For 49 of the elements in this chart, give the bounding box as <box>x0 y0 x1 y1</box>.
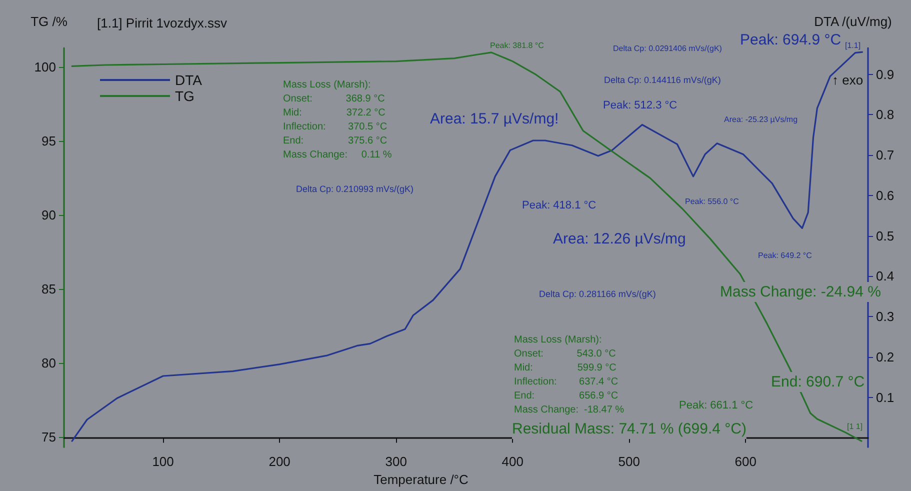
y-tick-label: 75 <box>42 429 56 444</box>
annotation: Peak: 556.0 °C <box>685 197 740 206</box>
y2-tick-label: 0.1 <box>876 390 894 405</box>
x-tick-label: 300 <box>385 454 407 470</box>
y-tick-label: 100 <box>34 60 56 75</box>
y-tick-label: 80 <box>42 355 56 370</box>
y2-tick-label: 0.6 <box>876 188 894 203</box>
y2-tick-label: 0.8 <box>876 107 894 122</box>
annotation: Peak: 694.9 °C <box>740 32 842 48</box>
y2-tick-label: 0.5 <box>876 228 894 244</box>
text: [1.1] Pirrit 1vozdyx.ssv <box>97 16 228 30</box>
y2-tick-label: 0.2 <box>876 350 894 365</box>
x-axis-title: Temperature /°C <box>374 472 468 487</box>
y2-tick-label: 0.4 <box>876 268 894 284</box>
annotation: Peak: 418.1 °C <box>522 200 596 212</box>
y-tick-label: 85 <box>42 281 56 296</box>
x-tick-label: 600 <box>734 454 757 470</box>
annotation: [1 1] <box>847 422 863 431</box>
x-tick-label: 200 <box>268 454 290 470</box>
x-tick-label: 100 <box>152 454 174 470</box>
y2-tick-label: 0.7 <box>876 148 894 163</box>
annotation: Residual Mass: 74.71 % (699.4 °C) <box>512 420 746 438</box>
annotation: Mass Loss (Marsh): Onset: 543.0 °C Mid: 599.9 °C Inflection: 637.4 °C End: 656.9 °C Mass Change: -18.47 % <box>514 334 624 416</box>
y2-tick-label: 0.3 <box>876 309 894 324</box>
annotation: Mass Change: -24.94 % <box>720 284 881 300</box>
y2-axis-title: DTA /(uV/mg) <box>814 14 892 29</box>
annotation: Mass Loss (Marsh): Onset: 368.9 °C Mid: 372.2 °C Inflection: 370.5 °C End: 375.6 °C Mass Change: 0.11 % <box>283 80 392 160</box>
annotation: Delta Cp: 0.0291406 mVs/(gK) <box>613 44 722 53</box>
x-tick-label: 500 <box>618 454 640 470</box>
annotation: Peak: 661.1 °C <box>679 400 754 412</box>
y-tick-label: 90 <box>42 208 56 223</box>
annotation: [1.1] <box>845 41 861 50</box>
y-tick-label: 95 <box>42 134 56 149</box>
annotation: Peak: 649.2 °C <box>758 251 812 260</box>
annotation: Delta Cp: 0.281166 mVs/(gK) <box>539 289 656 299</box>
annotation: ↑ exo <box>832 72 864 88</box>
annotation: End: 690.7 °C <box>771 374 865 390</box>
annotation: Area: -25.23 µVs/mg <box>724 115 798 124</box>
annotation: Delta Cp: 0.144116 mVs/(gK) <box>604 75 721 85</box>
legend-label: TG <box>175 88 194 104</box>
y-axis-title: TG /% <box>30 14 68 29</box>
legend-label: DTA <box>175 72 203 88</box>
y2-tick-label: 0.9 <box>876 66 894 82</box>
x-tick-label: 400 <box>502 454 524 470</box>
annotation: Peak: 512.3 °C <box>603 100 678 112</box>
annotation: Delta Cp: 0.210993 mVs/(gK) <box>296 184 414 194</box>
annotation: Area: 15.7 µVs/mg! <box>430 110 559 128</box>
annotation: Peak: 381.8 °C <box>490 41 544 50</box>
annotation: Area: 12.26 µVs/mg <box>553 230 686 248</box>
